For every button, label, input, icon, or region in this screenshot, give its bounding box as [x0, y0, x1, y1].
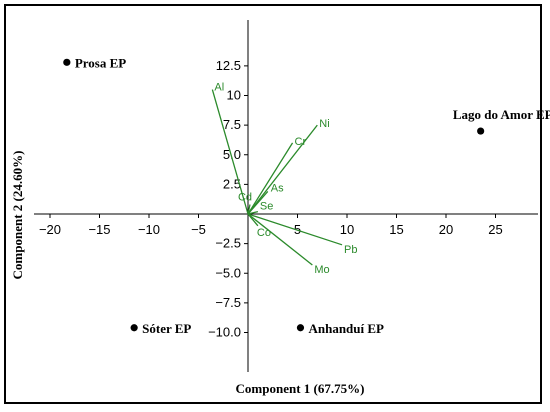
loading-label-cr: Cr [295, 136, 307, 148]
loading-vector-cd [247, 204, 251, 215]
loading-label-al: Al [214, 82, 224, 94]
point-s-ter-ep [130, 324, 138, 332]
point-anhandu-ep [296, 324, 305, 332]
y-tick-label: −10.0 [208, 325, 241, 340]
loading-label-ni: Ni [319, 118, 329, 130]
point-lago-do-amor-ep [477, 127, 485, 135]
x-tick-label: 10 [340, 222, 354, 237]
loading-label-se: Se [260, 201, 273, 213]
x-tick-label: −15 [88, 222, 110, 237]
loading-label-as: As [271, 182, 284, 194]
point-label-anhandu-ep: Anhanduí EP [308, 321, 384, 336]
chart-frame [4, 4, 542, 404]
point-label-lago-do-amor-ep: Lago do Amor EP [453, 107, 550, 122]
x-tick-label: 25 [488, 222, 502, 237]
axes: −20 −15 −10 −5 5 10 15 20 25 12.5 10 7.5 5.0 2.5 −2.5 −… [34, 20, 538, 372]
loading-vector-al [211, 89, 249, 215]
loading-label-mo: Mo [314, 264, 329, 276]
y-tick-label: 12.5 [216, 58, 241, 73]
y-axis-title: Component 2 (24.60%) [10, 151, 25, 280]
x-tick-label: −10 [138, 222, 160, 237]
loading-vector-as [247, 191, 269, 215]
x-tick-label: 15 [389, 222, 403, 237]
y-tick-label: −7.5 [215, 295, 241, 310]
point-label-prosa-ep: Prosa EP [75, 55, 126, 70]
loading-vector-pb [247, 213, 343, 246]
x-axis-title: Component 1 (67.75%) [236, 381, 365, 396]
loading-vector-cr [247, 142, 294, 215]
x-tick-label: −5 [191, 222, 206, 237]
loading-vector-ni [247, 124, 318, 215]
x-tick-label: 5 [294, 222, 301, 237]
y-tick-label: 2.5 [223, 176, 241, 191]
loading-label-pb: Pb [344, 244, 357, 256]
x-tick-label: 20 [439, 222, 453, 237]
point-prosa-ep [63, 58, 71, 66]
loading-vectors: Al Ni Cr As Cd Se Co Pb Mo [211, 82, 358, 276]
y-tick-label: 10 [227, 88, 241, 103]
sample-points: Prosa EP Lago do Amor EP Sóter EP Anhanduí … [63, 55, 550, 336]
loading-label-co: Co [257, 227, 271, 239]
y-tick-label: −2.5 [215, 236, 241, 251]
y-tick-label: −5.0 [215, 265, 241, 280]
y-tick-label: 5.0 [223, 147, 241, 162]
point-label-s-ter-ep: Sóter EP [142, 321, 191, 336]
x-tick-label: −20 [39, 222, 61, 237]
loading-vector-mo [247, 213, 313, 266]
loading-vector-se [247, 210, 259, 215]
y-tick-label: 7.5 [223, 117, 241, 132]
loading-label-cd: Cd [238, 192, 252, 204]
